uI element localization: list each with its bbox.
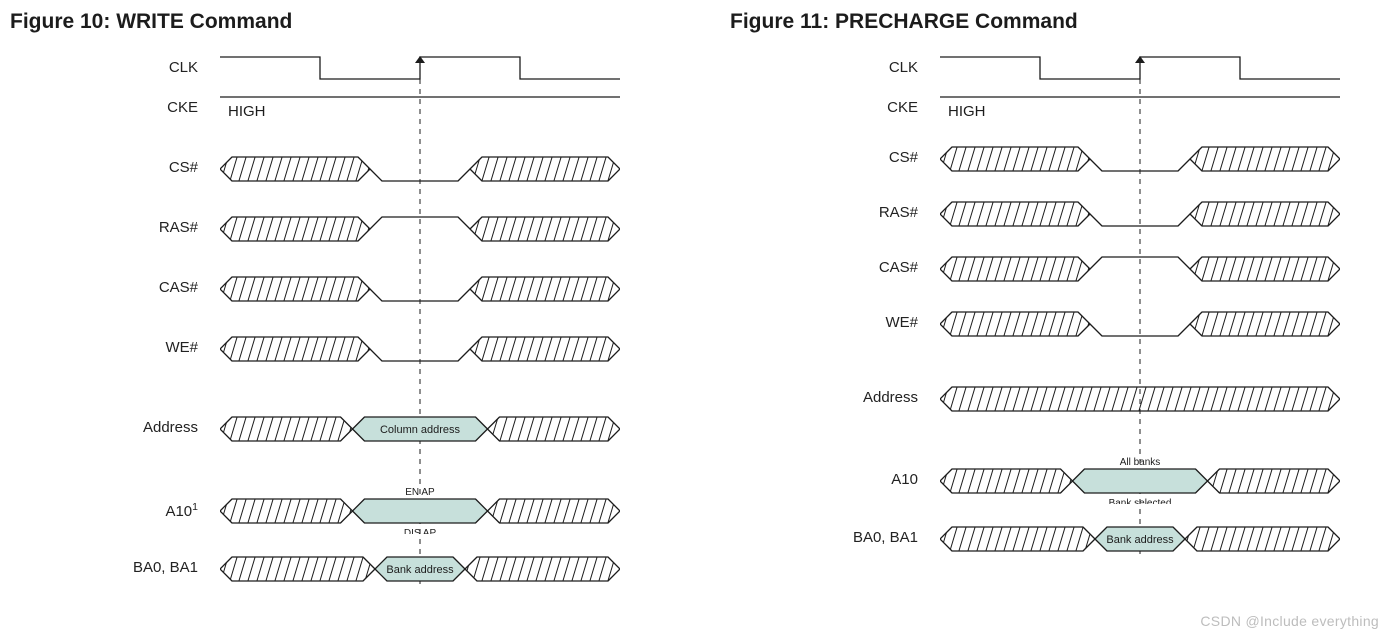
signal-waveform <box>940 254 1340 284</box>
signal-label: CKE <box>730 99 930 116</box>
signal-label: CAS# <box>10 279 210 296</box>
signal-waveform: HIGH <box>220 94 620 124</box>
signal-row: CKE HIGH <box>730 94 1370 124</box>
signal-row: CLK <box>730 54 1370 84</box>
signal-label: RAS# <box>10 219 210 236</box>
signal-label: CS# <box>730 149 930 166</box>
svg-text:Bank selected: Bank selected <box>1109 498 1172 504</box>
signal-row: CKE HIGH <box>10 94 650 124</box>
signal-label: Address <box>730 389 930 406</box>
signal-waveform <box>940 199 1340 229</box>
svg-text:DIS AP: DIS AP <box>404 528 437 534</box>
signal-row: CS# <box>10 154 650 184</box>
signal-row: BA0, BA1 Bank address <box>730 524 1370 554</box>
signal-row: RAS# <box>10 214 650 244</box>
signal-row: CLK <box>10 54 650 84</box>
signal-label: BA0, BA1 <box>730 529 930 546</box>
signal-label: BA0, BA1 <box>10 559 210 576</box>
watermark: CSDN @Include everything <box>1200 613 1379 629</box>
svg-text:Column address: Column address <box>380 424 461 436</box>
signal-row: CAS# <box>10 274 650 304</box>
signal-waveform <box>220 214 620 244</box>
svg-text:HIGH: HIGH <box>948 103 986 120</box>
signal-label: WE# <box>10 339 210 356</box>
signal-waveform <box>220 334 620 364</box>
signal-row: RAS# <box>730 199 1370 229</box>
signal-label: WE# <box>730 314 930 331</box>
signal-row: A101EN APDIS AP <box>10 484 650 534</box>
signal-label: A101 <box>10 501 210 520</box>
signal-label: A10 <box>730 471 930 488</box>
signal-waveform: HIGH <box>940 94 1340 124</box>
signal-waveform: Column address <box>220 414 620 444</box>
signal-row: WE# <box>730 309 1370 339</box>
signal-waveform <box>220 154 620 184</box>
svg-text:EN AP: EN AP <box>405 487 435 498</box>
signal-waveform: Bank address <box>220 554 620 584</box>
signal-label: Address <box>10 419 210 436</box>
signal-label: CAS# <box>730 259 930 276</box>
signal-label: CS# <box>10 159 210 176</box>
svg-text:Bank address: Bank address <box>386 564 454 576</box>
signal-row: CS# <box>730 144 1370 174</box>
signal-row: BA0, BA1 Bank address <box>10 554 650 584</box>
signal-waveform: EN APDIS AP <box>220 484 620 514</box>
signal-waveform <box>220 274 620 304</box>
figure-title: Figure 10: WRITE Command <box>10 10 670 34</box>
signal-row: Address <box>730 384 1370 414</box>
svg-text:HIGH: HIGH <box>228 103 266 120</box>
signal-label: CKE <box>10 99 210 116</box>
signal-label: CLK <box>730 59 930 76</box>
figure-title: Figure 11: PRECHARGE Command <box>730 10 1389 34</box>
figures-container: Figure 10: WRITE Command CLK CKE HIGH CS# RAS… <box>10 10 1379 594</box>
signal-waveform <box>220 54 620 84</box>
signal-row: A10All banksBank selected <box>730 454 1370 504</box>
signal-label: CLK <box>10 59 210 76</box>
signal-waveform: All banksBank selected <box>940 454 1340 484</box>
signal-waveform <box>940 384 1340 414</box>
figure-fig10: Figure 10: WRITE Command CLK CKE HIGH CS# RAS… <box>10 10 670 594</box>
signal-waveform <box>940 144 1340 174</box>
signal-waveform: Bank address <box>940 524 1340 554</box>
timing-chart: CLK CKE HIGH CS# RAS# CAS# WE# Address A10 All ba… <box>730 54 1370 564</box>
svg-text:All banks: All banks <box>1120 457 1161 468</box>
figure-fig11: Figure 11: PRECHARGE Command CLK CKE HIGH CS… <box>730 10 1389 594</box>
signal-label: RAS# <box>730 204 930 221</box>
signal-row: CAS# <box>730 254 1370 284</box>
timing-chart: CLK CKE HIGH CS# RAS# CAS# WE# Address Column ad… <box>10 54 650 594</box>
signal-waveform <box>940 54 1340 84</box>
signal-row: WE# <box>10 334 650 364</box>
signal-waveform <box>940 309 1340 339</box>
signal-row: Address Column address <box>10 414 650 444</box>
svg-text:Bank address: Bank address <box>1106 534 1174 546</box>
